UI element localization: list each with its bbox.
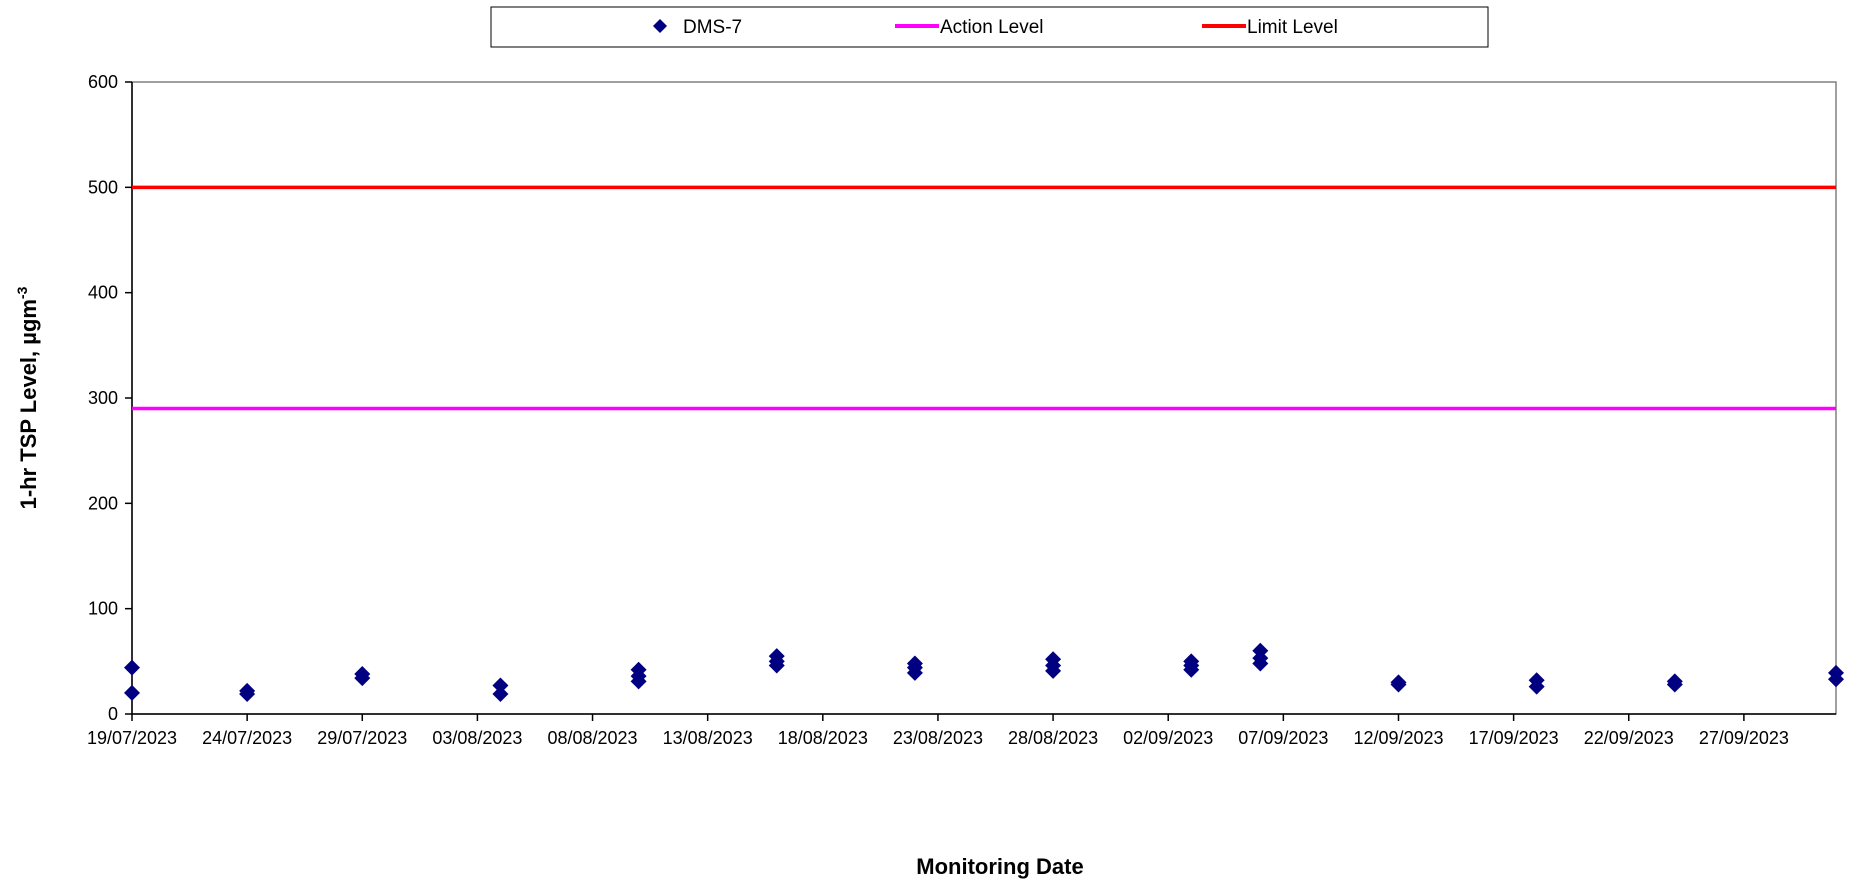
x-axis-ticks: 19/07/2023 24/07/2023 29/07/2023 03/08/2023…: [87, 714, 1789, 748]
data-point: [354, 670, 371, 687]
data-point: [124, 684, 140, 701]
y-axis-title: 1-hr TSP Level, µgm-3: [14, 286, 41, 509]
data-point: [906, 664, 923, 681]
data-point: [492, 685, 509, 702]
x-tick-label: 24/07/2023: [202, 728, 292, 748]
data-point: [124, 659, 140, 676]
y-tick-label: 300: [88, 388, 118, 408]
data-point: [1528, 678, 1545, 695]
data-point: [1252, 655, 1269, 672]
reference-lines: [132, 185, 1836, 411]
data-point: [1390, 676, 1407, 693]
legend: DMS-7 Action Level Limit Level: [490, 6, 1489, 48]
data-point: [630, 673, 647, 690]
data-point: [1666, 676, 1683, 693]
x-tick-label: 22/09/2023: [1584, 728, 1674, 748]
plot-area: [131, 81, 1837, 715]
x-tick-label: 12/09/2023: [1353, 728, 1443, 748]
x-tick-label: 02/09/2023: [1123, 728, 1213, 748]
y-axis-ticks: 0 100 200 300 400 500 600: [88, 72, 132, 724]
y-tick-label: 0: [108, 704, 118, 724]
legend-label-limit-level: Limit Level: [1247, 17, 1338, 38]
y-axis-title-text: 1-hr TSP Level, µgm: [16, 299, 41, 509]
y-axis-title-superscript: -3: [14, 286, 30, 299]
data-points: [124, 642, 1844, 702]
data-point: [1828, 671, 1844, 688]
x-tick-label: 03/08/2023: [432, 728, 522, 748]
legend-marker-dms-7: [653, 19, 667, 33]
x-tick-label: 13/08/2023: [663, 728, 753, 748]
x-tick-label: 28/08/2023: [1008, 728, 1098, 748]
data-point: [1183, 661, 1200, 678]
legend-label-dms-7: DMS-7: [683, 17, 742, 38]
x-tick-label: 07/09/2023: [1238, 728, 1328, 748]
data-point: [239, 685, 256, 702]
x-tick-label: 29/07/2023: [317, 728, 407, 748]
x-tick-label: 17/09/2023: [1469, 728, 1559, 748]
y-tick-label: 500: [88, 177, 118, 197]
x-tick-label: 27/09/2023: [1699, 728, 1789, 748]
x-tick-label: 08/08/2023: [547, 728, 637, 748]
data-point: [768, 657, 785, 674]
x-tick-label: 23/08/2023: [893, 728, 983, 748]
data-point: [492, 677, 509, 694]
y-tick-label: 100: [88, 599, 118, 619]
x-tick-label: 18/08/2023: [778, 728, 868, 748]
y-tick-label: 600: [88, 72, 118, 92]
x-tick-label: 19/07/2023: [87, 728, 177, 748]
y-tick-label: 400: [88, 283, 118, 303]
x-axis-title: Monitoring Date: [916, 854, 1083, 879]
legend-label-action-level: Action Level: [940, 17, 1044, 38]
data-point: [1045, 662, 1062, 679]
y-tick-label: 200: [88, 493, 118, 513]
